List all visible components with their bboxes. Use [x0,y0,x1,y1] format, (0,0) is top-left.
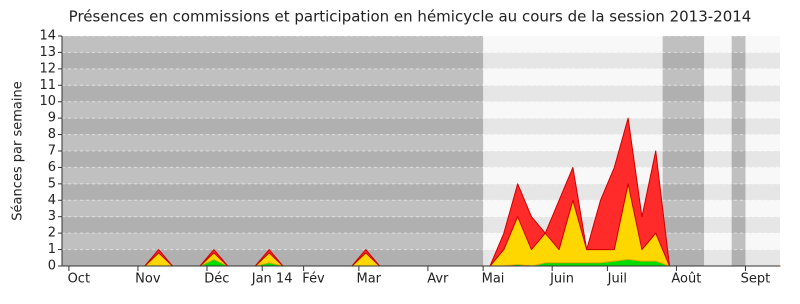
x-tick-label: Nov [135,272,161,287]
y-tick-label: 9 [48,111,56,126]
shaded-period [731,85,746,102]
shaded-period [731,101,746,119]
shaded-period [731,200,746,217]
x-tick-label: Juin [549,272,574,287]
x-tick-label: Juil [607,272,627,287]
shaded-period [662,68,705,86]
y-tick-label: 1 [48,242,56,257]
shaded-period [62,167,484,184]
shaded-period [731,151,746,168]
shaded-period [731,233,746,250]
shaded-period [662,216,705,234]
y-tick-label: 13 [39,45,56,60]
shaded-period [662,52,705,69]
shaded-period [731,134,746,151]
shaded-period [62,233,484,250]
y-tick-label: 6 [48,160,56,175]
x-tick-label: Mar [357,272,382,287]
shaded-period [62,52,484,69]
y-tick-label: 7 [48,144,56,159]
shaded-period [662,233,705,250]
y-tick-label: 5 [48,176,56,191]
y-tick-label: 8 [48,127,56,142]
x-tick-label: Sept [741,272,771,287]
shaded-period [662,118,705,135]
shaded-period [731,183,746,201]
shaded-period [62,151,484,168]
shaded-period [662,200,705,217]
y-tick-label: 3 [48,209,56,224]
shaded-period [662,151,705,168]
shaded-period [662,134,705,151]
shaded-period [62,183,484,201]
y-tick-label: 10 [39,94,56,109]
y-tick-label: 11 [39,78,56,93]
shaded-period [731,167,746,184]
shaded-period [662,36,705,53]
shaded-period [731,68,746,86]
y-tick-label: 2 [48,226,56,241]
x-tick-label: Avr [427,272,449,287]
shaded-period [62,134,484,151]
shaded-period [662,167,705,184]
shaded-period [62,68,484,86]
shaded-period [62,200,484,217]
x-tick-label: Août [671,272,701,287]
shaded-period [662,85,705,102]
shaded-period [62,118,484,135]
chart-title: Présences en commissions et participatio… [69,8,752,26]
shaded-period [662,101,705,119]
x-tick-label: Déc [204,272,229,287]
y-tick-label: 14 [39,29,56,44]
shaded-period [731,216,746,234]
shaded-period [62,101,484,119]
x-tick-label: Fév [302,272,325,287]
y-tick-label: 12 [39,61,56,76]
shaded-period [62,85,484,102]
y-tick-label: 0 [48,259,56,274]
y-axis-label: Séances par semaine [11,81,26,220]
shaded-period [731,118,746,135]
shaded-period [662,183,705,201]
y-tick-label: 4 [48,193,56,208]
x-tick-label: Mai [482,272,505,287]
shaded-period [731,36,746,53]
x-tick-label: Jan 14 [251,272,293,287]
shaded-period [731,249,746,266]
shaded-period [662,249,705,266]
shaded-period [62,216,484,234]
x-tick-label: Oct [68,272,90,287]
shaded-period [62,36,484,53]
shaded-period [731,52,746,69]
